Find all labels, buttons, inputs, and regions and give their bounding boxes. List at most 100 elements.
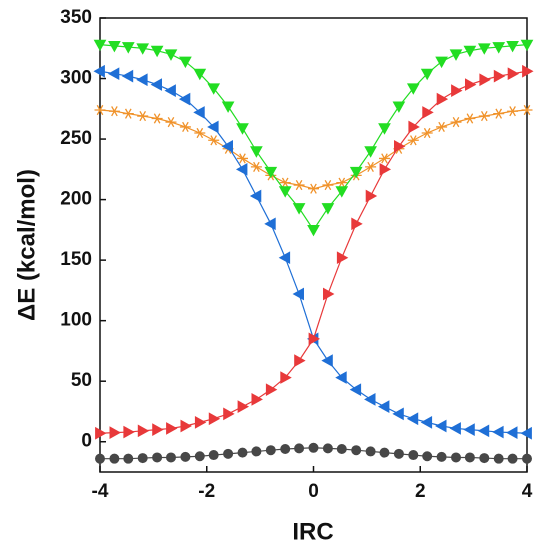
marker — [121, 69, 134, 83]
series-line — [99, 70, 528, 434]
marker — [422, 451, 433, 462]
marker — [193, 68, 207, 81]
marker — [264, 217, 276, 231]
y-tick-label: 200 — [60, 189, 92, 210]
marker — [251, 393, 263, 406]
series-line — [99, 44, 528, 231]
marker — [436, 451, 447, 462]
marker — [378, 153, 390, 164]
marker — [152, 423, 164, 436]
marker — [408, 450, 419, 461]
marker — [250, 161, 262, 173]
marker — [265, 445, 276, 456]
marker — [265, 383, 278, 397]
marker — [109, 426, 121, 440]
marker — [293, 179, 305, 191]
marker — [121, 42, 135, 54]
y-tick-label: 300 — [60, 68, 92, 89]
marker — [136, 73, 148, 87]
marker — [164, 49, 178, 61]
marker — [166, 422, 178, 435]
marker — [336, 443, 347, 454]
marker — [506, 426, 518, 440]
marker — [378, 123, 391, 135]
marker — [237, 400, 250, 413]
marker — [379, 162, 392, 176]
marker — [194, 127, 206, 139]
marker — [421, 127, 433, 139]
marker — [278, 251, 291, 265]
marker — [180, 451, 191, 462]
marker — [436, 92, 449, 106]
marker — [478, 110, 490, 122]
marker — [463, 423, 475, 436]
marker — [95, 453, 105, 464]
marker — [521, 104, 533, 116]
marker — [108, 106, 120, 117]
marker — [507, 106, 519, 117]
marker — [451, 452, 462, 463]
marker — [420, 68, 434, 81]
marker — [464, 113, 476, 124]
marker — [507, 453, 518, 464]
marker — [278, 186, 292, 198]
marker — [520, 39, 534, 52]
marker — [464, 78, 477, 91]
marker — [236, 123, 249, 135]
marker — [406, 412, 419, 426]
marker — [150, 45, 164, 58]
marker — [451, 84, 463, 97]
x-tick-label: 4 — [522, 481, 533, 502]
marker — [207, 83, 221, 95]
marker — [477, 424, 490, 438]
marker — [150, 78, 163, 91]
marker — [479, 73, 491, 87]
marker — [308, 442, 319, 453]
marker — [137, 453, 148, 464]
marker — [292, 287, 304, 301]
marker — [122, 108, 134, 119]
marker — [408, 120, 420, 134]
marker — [178, 92, 191, 106]
marker — [279, 177, 291, 188]
marker — [308, 183, 319, 194]
marker — [435, 56, 448, 69]
marker — [522, 453, 532, 464]
marker — [249, 189, 262, 203]
marker — [207, 120, 219, 134]
marker — [223, 407, 235, 421]
marker — [137, 110, 149, 122]
marker — [164, 84, 176, 97]
marker — [208, 135, 220, 146]
marker — [379, 447, 390, 458]
marker — [307, 224, 320, 237]
marker — [123, 453, 134, 464]
marker — [165, 452, 176, 463]
marker — [93, 39, 107, 52]
y-tick-label: 150 — [60, 249, 92, 270]
marker — [435, 419, 447, 433]
series-line — [99, 70, 528, 434]
y-tick-label: 0 — [81, 431, 92, 452]
marker — [406, 83, 420, 95]
marker — [308, 332, 321, 346]
x-tick-label: 0 — [308, 481, 319, 502]
marker — [322, 443, 333, 454]
marker — [208, 450, 219, 461]
marker — [294, 354, 306, 367]
marker — [336, 251, 349, 265]
marker — [223, 448, 234, 459]
marker — [493, 453, 504, 464]
marker — [365, 161, 377, 173]
marker — [264, 166, 278, 179]
y-tick-label: 350 — [60, 7, 92, 28]
marker — [180, 419, 192, 433]
marker — [93, 64, 105, 78]
marker — [477, 43, 491, 55]
marker — [479, 453, 490, 464]
marker — [436, 121, 448, 133]
marker — [109, 453, 120, 464]
marker — [335, 371, 347, 384]
marker — [349, 383, 362, 397]
